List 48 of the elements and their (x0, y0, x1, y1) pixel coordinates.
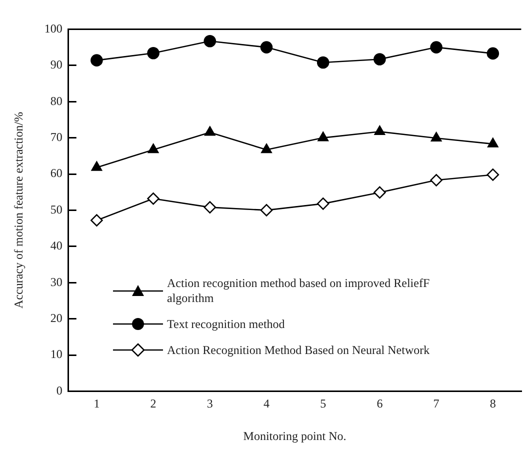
x-tick-label: 5 (320, 396, 326, 411)
point (90, 54, 103, 66)
point (486, 168, 500, 181)
x-tick-label: 7 (433, 396, 440, 411)
y-tick-label: 60 (50, 166, 62, 180)
point (374, 53, 386, 66)
y-tick-label: 20 (50, 310, 62, 325)
point (486, 47, 500, 60)
point (430, 132, 442, 142)
x-tick-label: 4 (264, 396, 270, 411)
point (147, 46, 160, 60)
x-tick-label: 6 (376, 396, 383, 411)
y-tick-label: 70 (50, 130, 62, 144)
x-axis-title: Monitoring point No. (243, 428, 346, 443)
point (316, 56, 330, 69)
y-tick-label: 40 (50, 238, 62, 253)
legend-label: Action recognition method based on improved ReliefF algorithm (167, 276, 431, 306)
point (204, 34, 216, 48)
y-tick-label: 90 (50, 58, 62, 72)
point (204, 201, 216, 214)
point (91, 161, 102, 171)
y-tick-label: 50 (50, 202, 62, 216)
point (374, 186, 386, 199)
point (316, 198, 330, 210)
y-tick-label: 80 (50, 94, 62, 108)
x-tick-label: 1 (94, 396, 100, 411)
point (318, 132, 329, 142)
point (430, 41, 442, 54)
point (204, 126, 216, 136)
point (260, 204, 273, 216)
y-tick-label: 0 (56, 383, 62, 398)
y-tick-label: 30 (50, 274, 62, 289)
x-tick-label: 2 (150, 396, 156, 411)
x-tick-label: 8 (490, 396, 496, 411)
point (261, 144, 272, 154)
point (260, 41, 273, 54)
legend-label: Action Recognition Method Based on Neural Network (167, 342, 430, 358)
y-tick-label: 10 (50, 347, 62, 362)
point (147, 192, 160, 205)
x-tick-label: 3 (206, 396, 213, 411)
point (374, 125, 386, 136)
y-axis-title: Accuracy of motion feature extraction/% (11, 112, 26, 308)
point (487, 138, 498, 148)
legend-label: Text recognition method (167, 316, 285, 332)
point (430, 174, 442, 186)
point (90, 214, 103, 226)
y-tick-label: 100 (44, 21, 62, 36)
point (148, 144, 159, 154)
